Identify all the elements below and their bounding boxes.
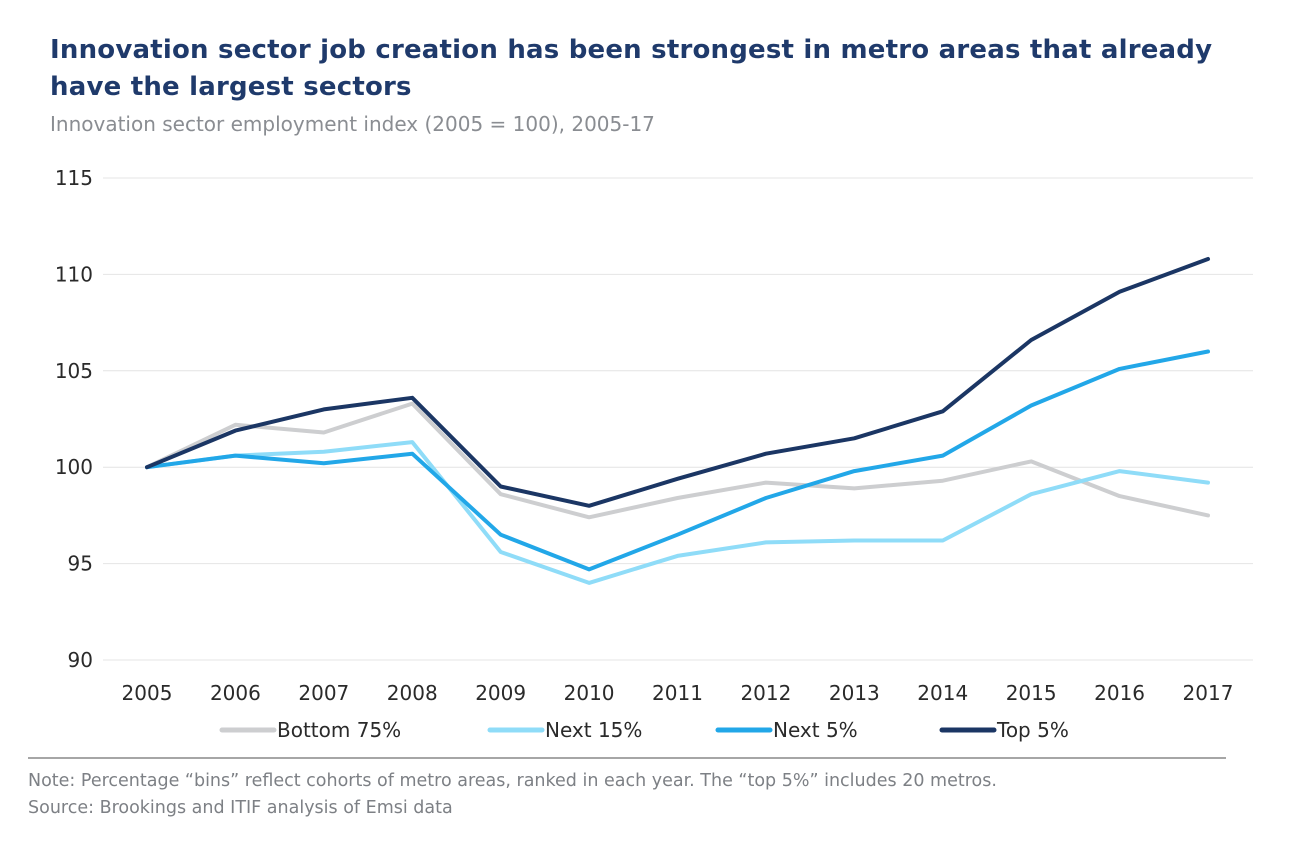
y-tick-label: 110: [55, 262, 93, 286]
y-tick-label: 100: [55, 455, 93, 479]
x-tick-label: 2014: [917, 681, 968, 705]
x-tick-label: 2016: [1094, 681, 1145, 705]
legend-item: Next 15%: [487, 718, 642, 742]
series-line-3: [145, 349, 1210, 572]
x-tick-label: 2008: [387, 681, 438, 705]
footer-divider: [28, 757, 1226, 759]
x-tick-label: 2005: [122, 681, 173, 705]
source-text: Source: Brookings and ITIF analysis of E…: [28, 798, 453, 818]
legend-label: Next 15%: [545, 718, 642, 742]
note-text: Note: Percentage “bins” reflect cohorts …: [28, 771, 997, 791]
x-tick-label: 2015: [1006, 681, 1057, 705]
x-tick-label: 2011: [652, 681, 703, 705]
x-tick-label: 2017: [1183, 681, 1234, 705]
series-line-2: [145, 440, 1210, 585]
x-tick-label: 2010: [564, 681, 615, 705]
legend-item: Top 5%: [939, 718, 1069, 742]
y-tick-label: 105: [55, 359, 93, 383]
series-line-1: [145, 401, 1210, 520]
chart-subtitle: Innovation sector employment index (2005…: [50, 112, 655, 136]
chart-card: Innovation sector job creation has been …: [22, 12, 1274, 848]
y-axis: 90 95 100 105 110 115: [55, 166, 93, 672]
legend: Bottom 75% Next 15% Next 5% Top 5%: [219, 718, 1069, 742]
legend-label: Top 5%: [996, 718, 1069, 742]
y-tick-label: 95: [68, 552, 93, 576]
x-tick-label: 2006: [210, 681, 261, 705]
legend-item: Next 5%: [715, 718, 858, 742]
series-lines: [145, 257, 1210, 585]
footer-notes: Note: Percentage “bins” reflect cohorts …: [28, 768, 1238, 822]
legend-label: Next 5%: [773, 718, 858, 742]
x-axis: 2005 2006 2007 2008 2009 2010 2011 2012 2013 2014…: [122, 681, 1234, 705]
chart-title: Innovation sector job creation has been …: [50, 35, 1213, 102]
x-tick-label: 2007: [298, 681, 349, 705]
x-tick-label: 2009: [475, 681, 526, 705]
grid: [103, 177, 1253, 661]
x-tick-label: 2013: [829, 681, 880, 705]
y-tick-label: 115: [55, 166, 93, 190]
series-line-4: [145, 257, 1210, 508]
legend-item: Bottom 75%: [219, 718, 401, 742]
x-tick-label: 2012: [740, 681, 791, 705]
y-tick-label: 90: [68, 648, 93, 672]
legend-label: Bottom 75%: [277, 718, 401, 742]
